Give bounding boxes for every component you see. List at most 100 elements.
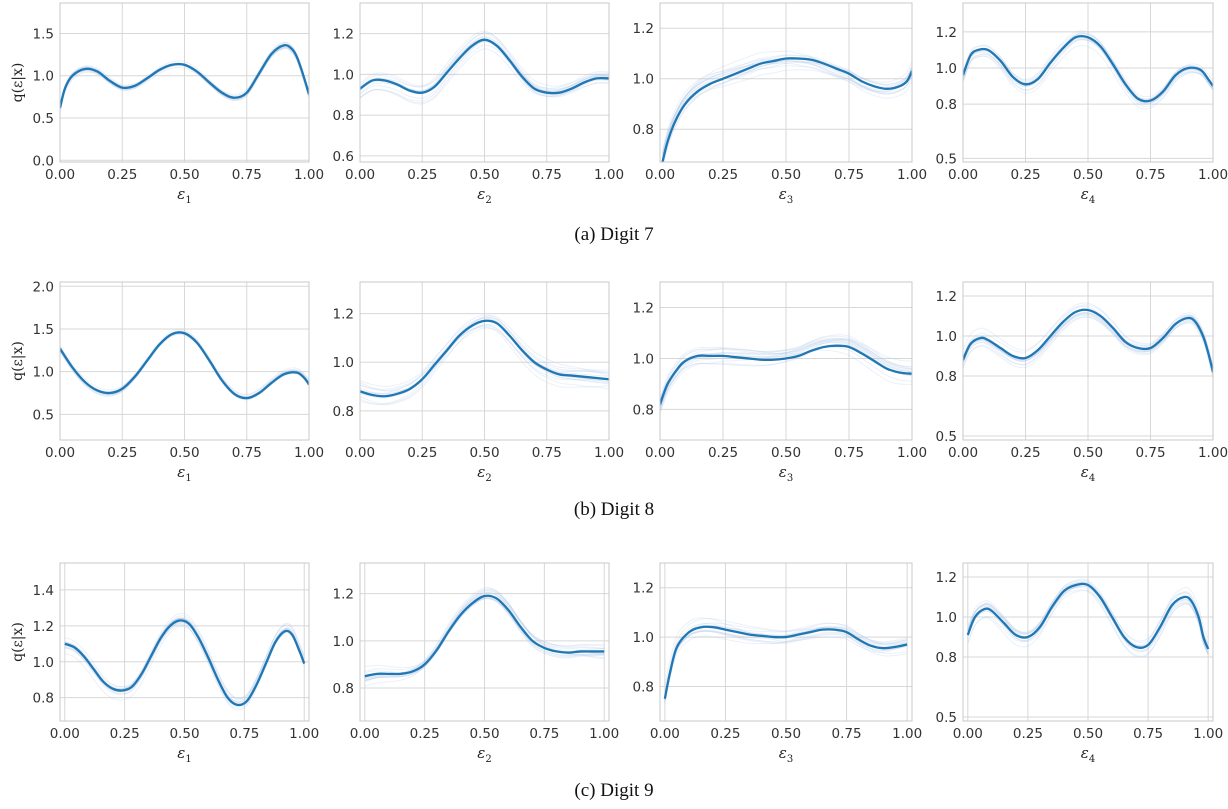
y-tick-label: 0.8	[633, 402, 654, 418]
sample-curve	[963, 302, 1213, 371]
x-tick-label: 1.00	[1198, 445, 1228, 461]
sample-curve	[660, 348, 912, 409]
panel-r3-c3: 0.00 0.25 0.50 0.75 1.00 0.8 1.0 1.2 ε3	[633, 562, 922, 765]
sample-curve	[967, 586, 1209, 657]
y-tick-label: 1.2	[333, 307, 354, 323]
x-tick-label: 0.00	[948, 167, 978, 183]
y-tick-label: 2.0	[33, 279, 54, 295]
y-tick-label: 1.0	[936, 329, 957, 345]
plot-frame	[59, 562, 310, 722]
x-tick-label: 0.50	[469, 445, 499, 461]
y-tick-label: 0.8	[936, 650, 957, 666]
y-tick-label: 0.8	[33, 691, 54, 707]
sample-curve	[360, 326, 609, 390]
sample-curve	[360, 48, 609, 105]
sample-curve	[364, 592, 605, 681]
x-tick-label: 0.75	[834, 167, 864, 183]
x-tick-label: 0.00	[350, 726, 380, 742]
sample-curve	[963, 312, 1213, 369]
y-axis-label: q(ε|x)	[10, 622, 26, 662]
sample-curve	[664, 629, 908, 701]
panel-r1-c1: 0.00 0.25 0.50 0.75 1.00 0.0 0.5 1.0 1.5 ε1 q(ε|x)	[10, 2, 324, 206]
y-tick-label: 1.2	[633, 581, 654, 597]
sample-curve	[662, 60, 912, 154]
mean-curve	[60, 331, 309, 400]
sample-curve	[660, 338, 912, 408]
x-tick-label: 0.50	[1073, 445, 1103, 461]
sample-curve	[664, 623, 908, 695]
sample-curve	[360, 36, 609, 92]
x-tick-label: 0.25	[110, 726, 140, 742]
sample-curve	[963, 30, 1213, 104]
panel-r1-c3: 0.00 0.25 0.50 0.75 1.00 0.8 1.0 1.2 ε3	[633, 2, 927, 206]
plot-frame	[659, 562, 913, 722]
x-tick-label: 0.00	[45, 445, 75, 461]
mean-curve	[661, 57, 912, 162]
y-tick-label: 1.2	[33, 619, 54, 635]
sample-curve	[60, 46, 309, 106]
sample-curve	[660, 339, 912, 398]
y-tick-label: 0.8	[936, 369, 957, 385]
mean-curve	[963, 34, 1213, 103]
panel-r1-c2: 0.00 0.25 0.50 0.75 1.00 0.6 0.8 1.0 1.2 ε2	[333, 2, 624, 206]
sample-curve	[364, 598, 605, 669]
y-tick-label: 0.5	[936, 710, 957, 726]
mean-curve	[966, 582, 1210, 650]
x-tick-label: 0.00	[345, 167, 375, 183]
caption-digit-8: (b) Digit 8	[574, 499, 654, 520]
sample-curve	[660, 344, 912, 411]
sample-curve	[360, 315, 609, 405]
sample-curve	[963, 33, 1213, 98]
y-tick-label: 1.5	[33, 322, 54, 338]
x-tick-label: 0.75	[232, 445, 262, 461]
x-tick-label: 0.75	[1135, 445, 1165, 461]
sample-curve	[963, 39, 1213, 100]
x-tick-label: 0.50	[771, 726, 801, 742]
plot-frame	[359, 2, 610, 163]
sample-curve	[664, 630, 908, 702]
sample-curve	[660, 339, 912, 408]
x-tick-label: 0.25	[710, 726, 740, 742]
curves	[963, 302, 1213, 379]
sample-curve	[660, 334, 912, 415]
x-tick-label: 0.00	[45, 167, 75, 183]
sample-curve	[963, 315, 1213, 369]
y-tick-label: 1.0	[333, 634, 354, 650]
y-tick-label: 0.0	[33, 153, 54, 169]
x-tick-label: 0.50	[469, 167, 499, 183]
sample-curve	[360, 325, 609, 395]
y-tick-label: 0.6	[333, 149, 354, 165]
y-tick-label: 1.0	[33, 365, 54, 381]
sample-curve	[364, 597, 605, 678]
plot-frame	[59, 281, 310, 441]
x-axis-label: ε2	[477, 744, 491, 765]
x-tick-label: 0.25	[407, 167, 437, 183]
curves	[966, 578, 1210, 658]
mean-curve	[360, 38, 609, 95]
sample-curve	[364, 597, 605, 672]
sample-curve	[360, 327, 609, 392]
sample-curve	[364, 590, 605, 682]
plot-frame	[359, 562, 610, 722]
x-tick-label: 0.75	[229, 726, 259, 742]
x-tick-label: 1.00	[294, 445, 324, 461]
x-axis-label: ε1	[177, 463, 191, 484]
sample-curve	[963, 45, 1213, 110]
sample-curve	[660, 346, 912, 411]
x-axis-label: ε3	[779, 744, 793, 765]
sample-curve	[364, 598, 605, 680]
plot-frame	[359, 281, 610, 441]
sample-curve	[967, 581, 1209, 655]
y-tick-label: 1.0	[633, 351, 654, 367]
y-tick-label: 1.2	[936, 289, 957, 305]
sample-curve	[967, 589, 1209, 658]
y-tick-label: 0.5	[33, 407, 54, 423]
curves	[64, 612, 306, 711]
plot-frame	[59, 2, 310, 163]
y-tick-label: 1.0	[333, 355, 354, 371]
x-tick-label: 1.00	[897, 445, 927, 461]
curves	[663, 617, 908, 705]
y-tick-label: 1.0	[33, 69, 54, 85]
x-tick-label: 0.25	[107, 445, 137, 461]
